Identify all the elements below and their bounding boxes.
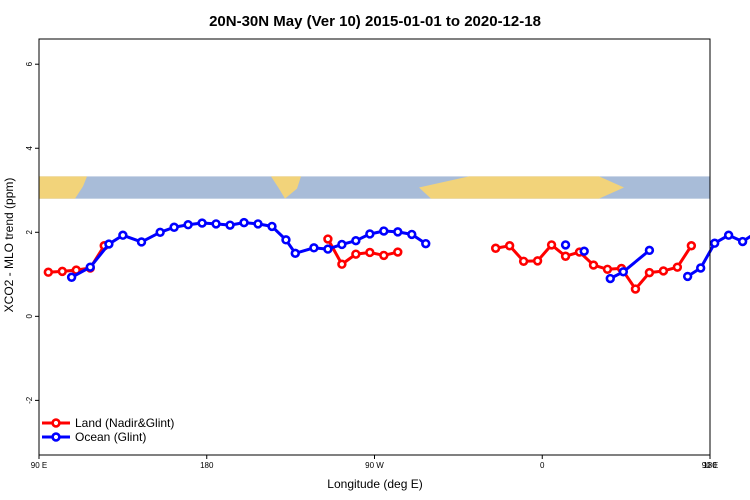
legend-item: Land (Nadir&Glint)	[42, 416, 174, 430]
y-axis: -2 0 2 4 6	[25, 61, 39, 404]
data-point	[267, 221, 277, 232]
data-point	[225, 220, 235, 230]
data-point	[136, 237, 147, 247]
data-point	[379, 250, 389, 261]
data-point	[66, 272, 77, 282]
x-axis-label: Longitude (deg E)	[327, 477, 422, 491]
data-point	[630, 284, 641, 294]
legend: Land (Nadir&Glint)Ocean (Glint)	[42, 416, 174, 444]
data-point	[504, 241, 515, 251]
data-point	[602, 264, 613, 274]
data-point	[546, 240, 557, 250]
x-tick-label: 180	[200, 461, 214, 470]
data-point	[723, 230, 734, 240]
data-point	[211, 219, 221, 229]
y-tick-label: 6	[25, 61, 34, 66]
plot-frame	[38, 38, 711, 456]
data-point	[407, 229, 417, 240]
data-point	[682, 271, 693, 282]
data-point	[393, 247, 403, 257]
data-point	[393, 227, 403, 237]
data-point	[588, 260, 599, 270]
legend-swatch-marker	[51, 432, 61, 442]
data-point	[85, 262, 95, 272]
data-point	[644, 267, 655, 278]
data-point	[57, 266, 67, 277]
chart-title: 20N-30N May (Ver 10) 2015-01-01 to 2020-…	[209, 13, 541, 30]
data-point	[686, 241, 697, 251]
data-point	[518, 256, 529, 266]
data-point	[155, 227, 165, 237]
x-tick-label: 90 E	[702, 461, 718, 470]
map-strip	[39, 176, 710, 199]
data-point	[737, 236, 748, 247]
data-point	[351, 235, 361, 246]
data-point	[560, 251, 571, 261]
y-axis-label: XCO2 - MLO trend (ppm)	[2, 178, 16, 313]
legend-label: Ocean (Glint)	[75, 430, 146, 444]
data-point	[365, 229, 375, 239]
data-point	[104, 239, 114, 249]
data-point	[532, 256, 543, 266]
data-point	[709, 238, 720, 248]
data-point	[672, 262, 683, 272]
data-point	[605, 273, 615, 284]
x-tick-label: 90 W	[365, 461, 384, 470]
data-point	[281, 235, 291, 245]
data-point	[490, 243, 501, 253]
legend-swatch-marker	[51, 418, 61, 428]
data-point	[309, 243, 319, 253]
land-shape	[271, 176, 301, 199]
y-tick-label: 2	[25, 230, 34, 235]
data-point	[658, 266, 669, 276]
series-line	[686, 233, 750, 278]
data-point	[183, 220, 193, 230]
legend-item: Ocean (Glint)	[42, 430, 146, 444]
series-ocean	[66, 217, 750, 284]
data-point	[323, 244, 333, 254]
y-tick-label: -2	[25, 396, 34, 404]
data-point	[365, 247, 375, 258]
data-point	[323, 234, 333, 244]
land-shape	[39, 176, 87, 199]
data-point	[43, 267, 54, 277]
x-tick-label: 0	[540, 461, 545, 470]
data-point	[290, 248, 300, 259]
data-point	[239, 217, 249, 228]
y-tick-label: 4	[25, 145, 34, 150]
data-point	[197, 218, 207, 228]
land-shape	[419, 176, 624, 199]
x-tick-label: 90 E	[31, 461, 47, 470]
data-point	[695, 263, 706, 273]
data-point	[579, 246, 589, 256]
data-point	[379, 226, 389, 236]
data-point	[253, 219, 263, 229]
data-point	[169, 222, 179, 232]
data-point	[337, 259, 347, 269]
series-layer	[43, 217, 750, 294]
legend-label: Land (Nadir&Glint)	[75, 416, 174, 430]
data-point	[421, 238, 431, 249]
data-point	[337, 239, 347, 250]
data-point	[644, 245, 655, 256]
data-point	[351, 249, 361, 259]
series-land	[43, 234, 697, 294]
data-point	[560, 240, 571, 250]
x-tick-label: 180	[703, 461, 717, 470]
data-point	[618, 267, 629, 277]
data-point	[118, 230, 128, 240]
series-line	[609, 249, 651, 280]
y-tick-label: 0	[25, 314, 34, 319]
map-land	[39, 176, 624, 199]
